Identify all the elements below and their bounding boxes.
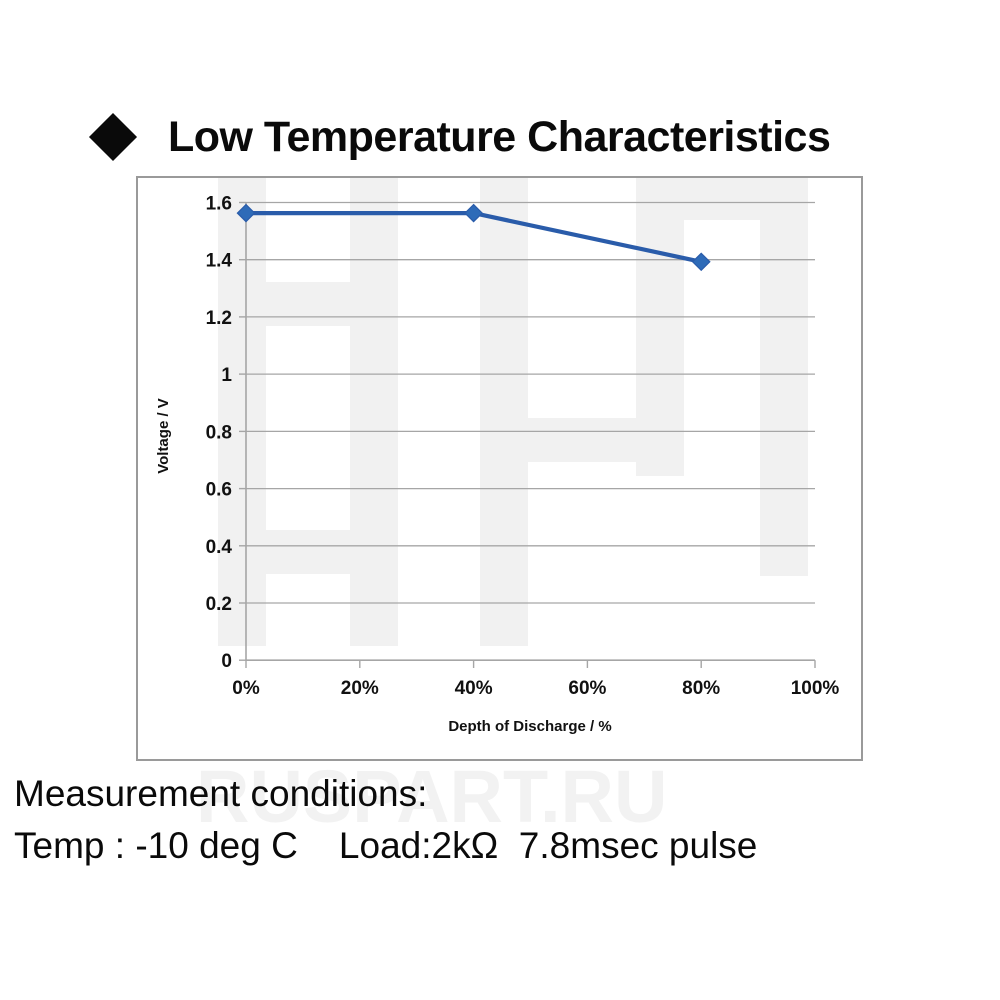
data-point-marker: [691, 252, 711, 272]
y-axis-tick-labels: 1.6 1.4 1.2 1 0.8 0.6 0.4 0.2 0: [206, 194, 233, 673]
x-tick-label: 100%: [791, 678, 840, 699]
line-chart: 1.6 1.4 1.2 1 0.8 0.6 0.4 0.2 0 0% 20% 4…: [155, 194, 839, 736]
measurement-conditions-caption: Measurement conditions: Temp : -10 deg C…: [14, 768, 757, 872]
x-tick-label: 0%: [232, 678, 260, 699]
chart-container: 1.6 1.4 1.2 1 0.8 0.6 0.4 0.2 0 0% 20% 4…: [136, 176, 863, 761]
page-title: Low Temperature Characteristics: [88, 104, 831, 170]
page-title-text: Low Temperature Characteristics: [168, 112, 831, 161]
gridlines: [246, 201, 815, 604]
y-axis-ticks: [239, 201, 246, 661]
black-diamond-icon: [88, 112, 138, 162]
y-tick-label: 0: [221, 651, 232, 672]
x-tick-label: 60%: [568, 678, 606, 699]
y-tick-label: 0.4: [206, 537, 233, 558]
y-tick-label: 0.8: [206, 422, 232, 443]
x-tick-label: 20%: [341, 678, 379, 699]
data-point-marker: [236, 203, 256, 223]
caption-line-2: Temp : -10 deg C Load:2kΩ 7.8msec pulse: [14, 825, 758, 866]
y-tick-label: 0.2: [206, 594, 232, 615]
caption-line-1: Measurement conditions:: [14, 773, 428, 814]
y-tick-label: 1.4: [206, 251, 233, 272]
x-axis-ticks: [245, 660, 816, 668]
x-tick-label: 40%: [455, 678, 493, 699]
x-axis-title: Depth of Discharge / %: [448, 718, 611, 735]
y-axis-title: Voltage / V: [155, 398, 172, 474]
y-tick-label: 1: [221, 365, 232, 386]
x-tick-label: 80%: [682, 678, 720, 699]
x-axis-tick-labels: 0% 20% 40% 60% 80% 100%: [232, 678, 839, 699]
y-tick-label: 0.6: [206, 480, 232, 501]
y-tick-label: 1.2: [206, 308, 232, 329]
data-point-marker: [464, 203, 484, 223]
y-tick-label: 1.6: [206, 194, 232, 215]
